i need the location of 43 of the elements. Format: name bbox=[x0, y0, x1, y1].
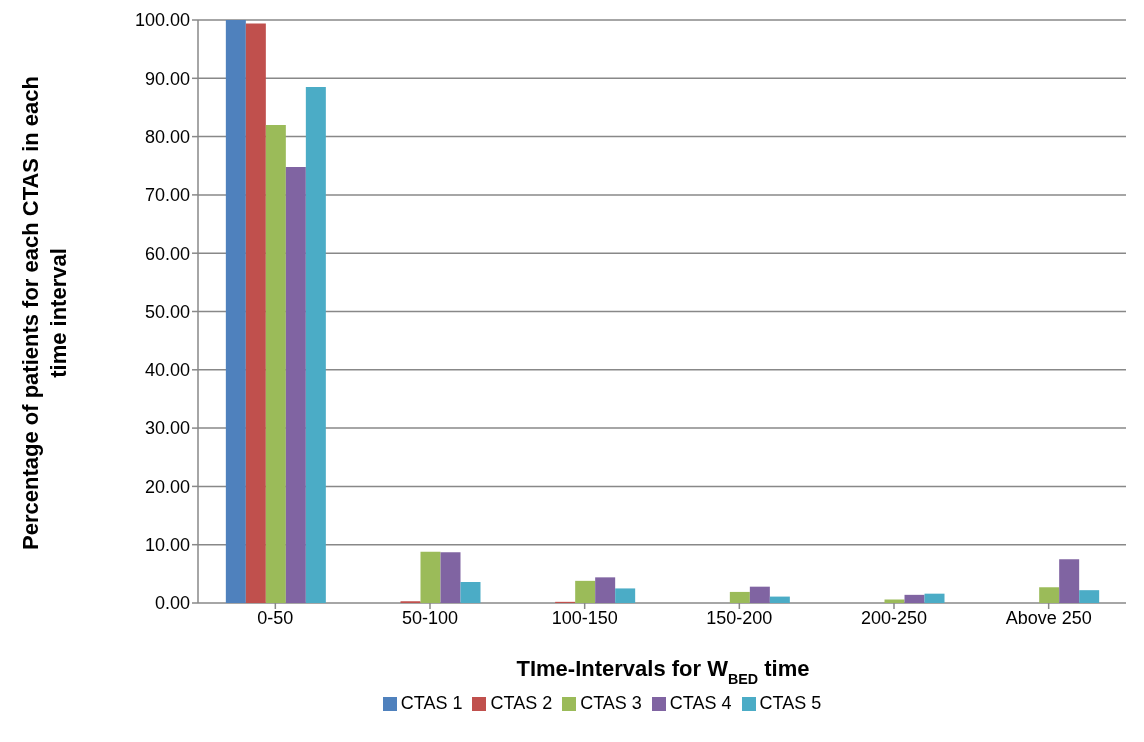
bar bbox=[440, 552, 461, 603]
bar bbox=[420, 551, 441, 603]
bar bbox=[1079, 590, 1100, 603]
y-tick-label: 20.00 bbox=[144, 476, 190, 497]
bar bbox=[924, 593, 945, 603]
y-tick-label: 100.00 bbox=[134, 10, 190, 31]
bar bbox=[595, 577, 616, 603]
bar bbox=[904, 594, 925, 603]
x-tick-label: 150-200 bbox=[706, 607, 773, 628]
x-tick-label: 200-250 bbox=[860, 607, 928, 628]
bar bbox=[285, 166, 306, 603]
y-tick-label: 80.00 bbox=[144, 126, 190, 147]
y-tick-label: 50.00 bbox=[144, 301, 190, 322]
bar bbox=[305, 87, 326, 603]
x-tick-label: 100-150 bbox=[551, 607, 618, 628]
x-tick-label: 50-100 bbox=[401, 607, 459, 628]
legend-label: CTAS 1 bbox=[400, 693, 463, 713]
y-tick-label: 90.00 bbox=[144, 68, 190, 89]
bar bbox=[615, 588, 636, 603]
bar bbox=[769, 596, 790, 603]
bar bbox=[245, 23, 266, 603]
legend-label: CTAS 4 bbox=[669, 693, 732, 713]
bar bbox=[575, 580, 596, 603]
legend-label: CTAS 2 bbox=[490, 693, 553, 713]
bar bbox=[729, 591, 750, 603]
x-axis-title: TIme-Intervals for W$_{BED}$ time bbox=[516, 656, 810, 687]
y-tick-label: 0.00 bbox=[154, 593, 190, 614]
legend-label: CTAS 3 bbox=[580, 693, 642, 713]
y-tick-label: 40.00 bbox=[144, 360, 190, 381]
x-tick-label: Above 250 bbox=[1005, 607, 1092, 628]
y-tick-label: 10.00 bbox=[144, 535, 190, 556]
legend-label: CTAS 5 bbox=[759, 693, 822, 713]
y-tick-label: 60.00 bbox=[144, 243, 190, 264]
y-tick-label: 70.00 bbox=[144, 185, 190, 206]
bar bbox=[265, 124, 286, 603]
bar bbox=[1059, 559, 1080, 603]
bar bbox=[460, 582, 481, 603]
bar bbox=[1039, 587, 1060, 603]
y-axis-title: Percentage of patients for each CTAS in each time interval bbox=[18, 76, 71, 550]
bar bbox=[749, 586, 770, 603]
bar bbox=[225, 20, 246, 603]
y-tick-label: 30.00 bbox=[144, 418, 190, 439]
x-tick-label: 0-50 bbox=[257, 607, 294, 628]
